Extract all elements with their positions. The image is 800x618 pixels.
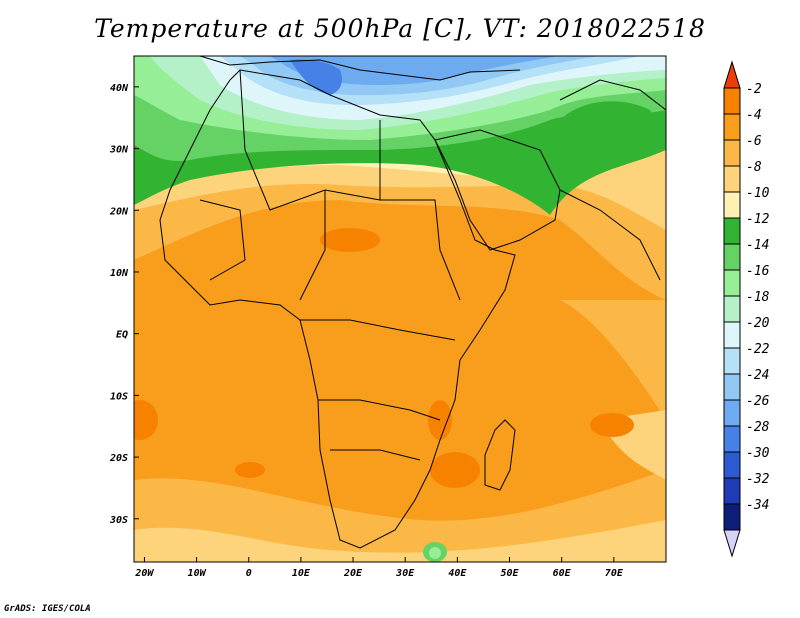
colorbar-swatch [723,269,741,297]
temperature-field [134,56,666,562]
colorbar-label: -28 [746,420,770,435]
colorbar-label: -16 [746,264,770,279]
colorbar-label: -34 [746,498,769,513]
lon-tick-label: 60E [553,568,572,579]
colorbar-bottom-arrow [723,529,741,558]
colorbar-swatch [723,87,741,115]
colorbar-swatch [723,113,741,141]
colorbar-label: -18 [746,290,770,305]
lon-tick-label: 10E [292,568,311,579]
lon-tick-label: 0 [246,568,252,579]
lat-tick-label: 30N [109,145,129,156]
colorbar-label: -10 [746,186,770,201]
colorbar-swatch [723,477,741,505]
colorbar-swatch [723,399,741,427]
map-frame [133,55,667,563]
colorbar-swatch [723,191,741,219]
colorbar-swatch [723,425,741,453]
chart-title: Temperature at 500hPa [C], VT: 201802251… [94,14,706,43]
colorbar-swatch [723,451,741,479]
longitude-axis: 20W 10W 0 10E 20E 30E 40E 50E 60E 70E [134,557,624,579]
lat-tick-label: 20N [109,206,129,217]
colorbar-legend: -2 -4 -6 -8 -10 -12 -14 -16 -18 -20 -22 -24 -26 -28 -3… [723,60,770,558]
colorbar-label: -22 [746,342,770,357]
lon-tick-label: 10W [188,568,207,579]
lat-tick-label: 10N [110,268,129,279]
lon-tick-label: 70E [605,568,624,579]
colorbar-label: -20 [746,316,770,331]
colorbar-label: -32 [746,472,770,487]
colorbar-swatch [723,503,741,531]
colorbar-swatch [723,217,741,245]
colorbar-label: -26 [746,394,770,409]
colorbar-label: -14 [746,238,769,253]
latitude-axis: 40N 30N 20N 10N EQ 10S 20S 30S [109,83,139,526]
colorbar-label: -8 [746,160,762,175]
lon-tick-label: 40E [448,568,467,579]
lat-tick-label: 40N [110,83,129,94]
colorbar-label: -24 [746,368,769,383]
lon-tick-label: 20W [134,568,154,579]
lon-tick-label: 20E [343,568,363,579]
lat-tick-label: 30S [109,515,128,526]
colorbar-label: -4 [746,108,762,123]
colorbar-swatch [723,373,741,401]
colorbar-label: -6 [746,134,762,149]
lon-tick-label: 30E [395,568,415,579]
colorbar-swatch [723,295,741,323]
colorbar-swatch [723,139,741,167]
lat-tick-label: EQ [116,330,128,341]
credit-label: GrADS: IGES/COLA [4,604,91,614]
colorbar-label: -12 [746,212,770,227]
colorbar-top-arrow [723,60,741,89]
colorbar-swatch [723,347,741,375]
colorbar-swatch [723,321,741,349]
colorbar-swatch [723,165,741,193]
lat-tick-label: 10S [110,391,128,402]
lat-tick-label: 20S [109,453,128,464]
colorbar-label: -30 [746,446,770,461]
lon-tick-label: 50E [500,568,519,579]
coastlines-and-borders [159,56,666,549]
colorbar-swatch [723,243,741,271]
colorbar-label: -2 [746,82,762,97]
